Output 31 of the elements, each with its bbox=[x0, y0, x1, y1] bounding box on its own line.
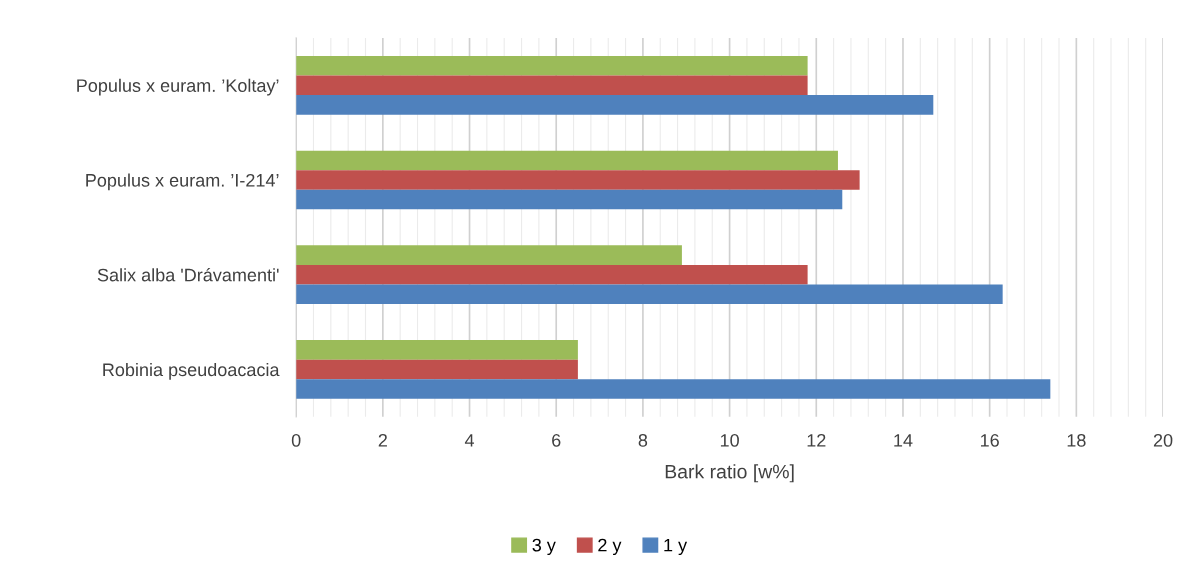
bar bbox=[296, 55, 808, 76]
bar bbox=[296, 75, 808, 96]
x-tick-label: 8 bbox=[638, 433, 648, 447]
x-tick-label: 4 bbox=[464, 434, 475, 447]
bar bbox=[296, 264, 808, 285]
x-tick-label: 0 bbox=[291, 433, 301, 447]
x-tick-label: 14 bbox=[894, 434, 913, 447]
bar bbox=[296, 170, 860, 190]
bar bbox=[296, 284, 1003, 305]
x-tick-label: 10 bbox=[720, 433, 739, 447]
legend-label: 2 y bbox=[598, 538, 622, 556]
bar bbox=[296, 95, 934, 115]
bar bbox=[296, 359, 578, 380]
bar bbox=[296, 340, 578, 360]
bar bbox=[296, 150, 838, 171]
bar bbox=[296, 189, 843, 210]
bar bbox=[296, 379, 1051, 399]
x-tick-label: 16 bbox=[980, 433, 999, 447]
y-tick-label: Salix alba 'Drávamenti' bbox=[97, 267, 279, 282]
x-tick-label: 18 bbox=[1067, 433, 1086, 447]
y-tick-label: Populus x euram. ’I-214’ bbox=[86, 173, 279, 191]
x-tick-label: 6 bbox=[552, 433, 561, 447]
x-tick-label: 12 bbox=[807, 433, 826, 447]
legend-label: 3 y bbox=[532, 538, 556, 556]
x-axis-title: Bark ratio [w%] bbox=[665, 464, 794, 483]
bar bbox=[296, 245, 682, 265]
legend-label: 1 y bbox=[664, 538, 688, 556]
x-tick-label: 20 bbox=[1153, 433, 1173, 447]
y-tick-label: Populus x euram. ’Koltay’ bbox=[77, 78, 279, 96]
x-tick-label: 2 bbox=[378, 433, 387, 447]
y-tick-label: Robinia pseudoacacia bbox=[103, 362, 280, 380]
